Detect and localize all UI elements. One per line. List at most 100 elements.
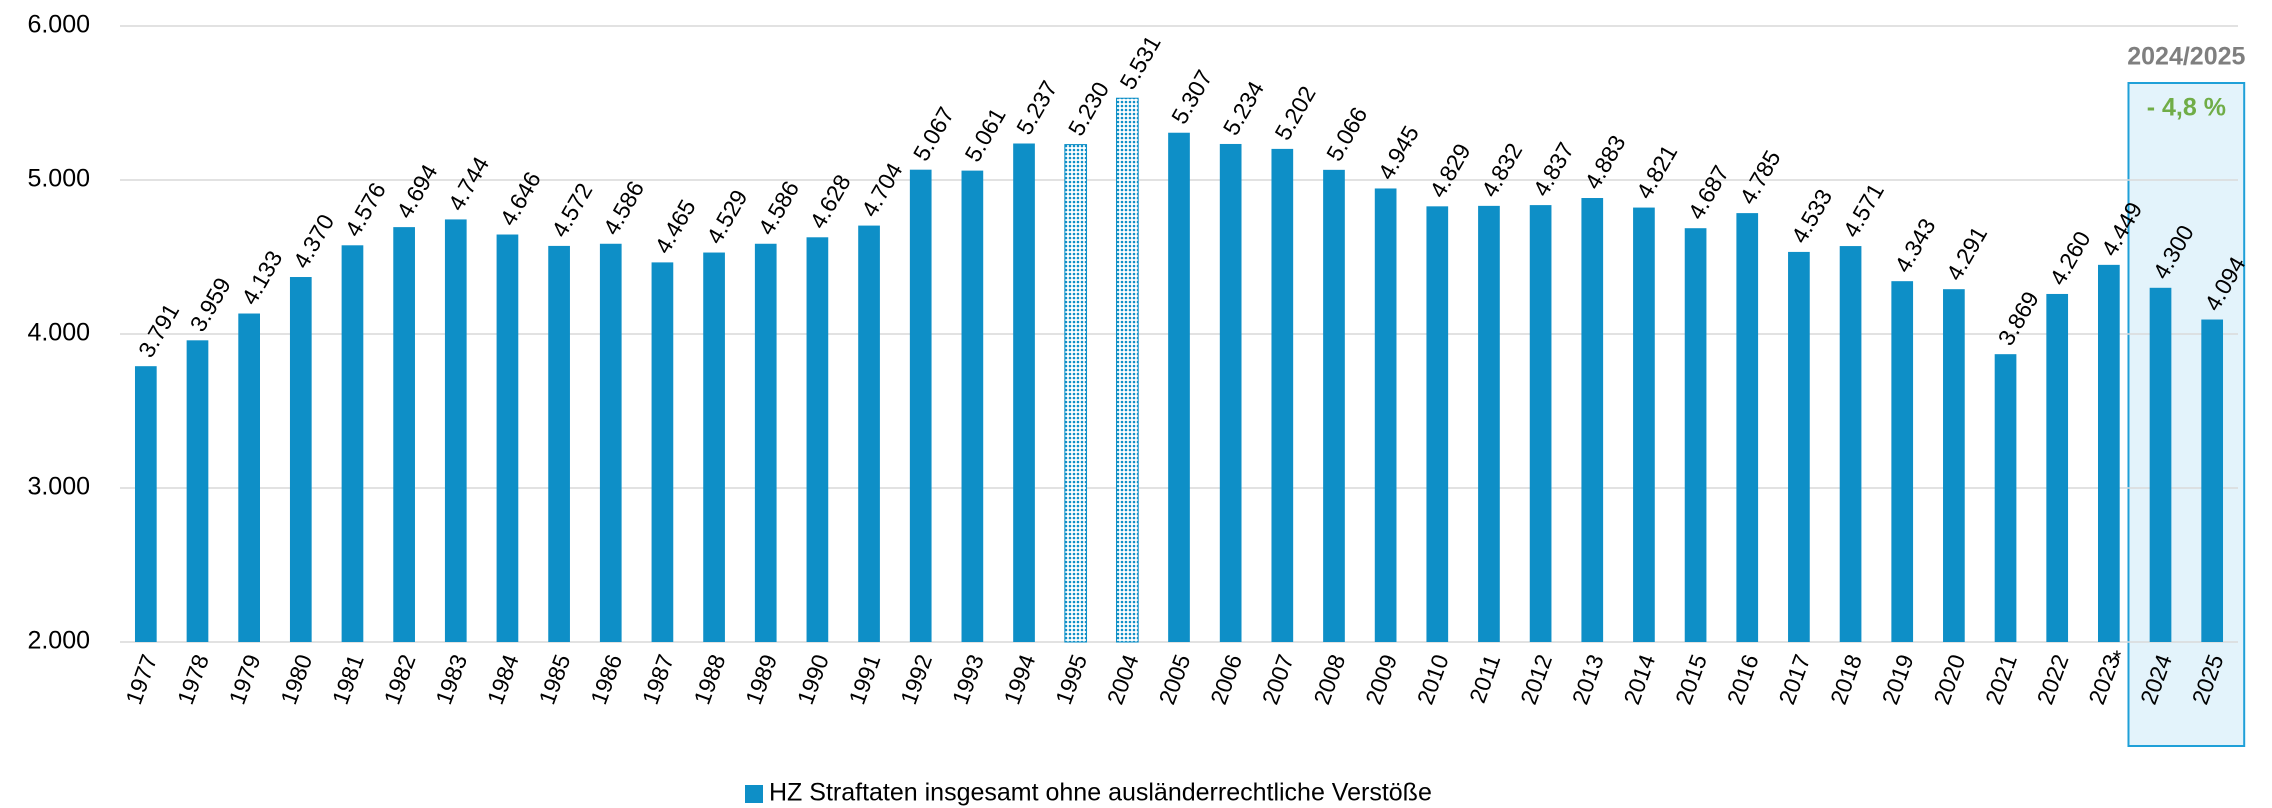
data-label: 4.687 — [1683, 161, 1734, 224]
y-tick-label: 5.000 — [27, 165, 90, 193]
data-label: 4.571 — [1838, 179, 1889, 242]
bar — [1633, 207, 1655, 643]
data-label: 5.237 — [1011, 76, 1062, 139]
highlight-change: - 4,8 % — [2147, 94, 2226, 122]
x-tick-label: 2021 — [1980, 651, 2022, 708]
bar — [1013, 143, 1035, 642]
x-tick-label: 2022 — [2032, 651, 2074, 708]
data-label: 4.883 — [1579, 131, 1630, 194]
data-label: 3.791 — [133, 299, 184, 362]
footnote-mark: * — [2113, 646, 2122, 671]
data-label: 4.785 — [1734, 146, 1785, 209]
y-tick-label: 2.000 — [27, 627, 90, 655]
x-tick-label: 1978 — [172, 651, 214, 708]
data-label: 4.945 — [1373, 121, 1424, 184]
y-tick-label: 6.000 — [27, 11, 90, 39]
data-label: 5.234 — [1218, 76, 1269, 139]
x-tick-label: 2013 — [1567, 651, 1609, 708]
x-tick-label: 1991 — [844, 651, 886, 708]
bar — [703, 252, 725, 642]
data-label: 5.202 — [1269, 82, 1320, 145]
bar — [599, 243, 622, 643]
x-tick-label: 1983 — [430, 651, 472, 708]
bar — [2046, 293, 2069, 642]
bar — [1323, 169, 1345, 642]
data-label: 4.576 — [340, 178, 391, 241]
x-tick-label: 2007 — [1257, 651, 1299, 708]
x-tick-label: 2009 — [1360, 651, 1402, 708]
x-tick-label: 2012 — [1515, 651, 1557, 708]
x-tick-label: 2010 — [1412, 651, 1454, 708]
bar — [1581, 198, 1604, 642]
bar — [2098, 264, 2120, 642]
x-tick-label: 1979 — [224, 651, 266, 708]
data-label: 4.291 — [1941, 222, 1992, 285]
y-tick-label: 3.000 — [27, 473, 90, 501]
bar — [961, 170, 984, 642]
bar — [858, 225, 880, 643]
bar — [1426, 206, 1449, 643]
x-tick-label: 2004 — [1102, 651, 1144, 708]
x-tick-label: 1987 — [637, 651, 679, 708]
x-tick-label: 1988 — [689, 651, 731, 708]
bar — [496, 234, 519, 643]
x-tick-label: 2019 — [1877, 651, 1919, 708]
bar — [1478, 205, 1500, 642]
bar — [1374, 188, 1397, 642]
x-tick-label: 1985 — [534, 651, 576, 708]
bar — [1219, 143, 1242, 643]
data-label: 4.832 — [1476, 139, 1527, 202]
bar — [1529, 205, 1552, 643]
x-tick-label: 1993 — [947, 651, 989, 708]
data-label: 4.837 — [1528, 138, 1579, 201]
x-tick-label: 1984 — [482, 651, 524, 708]
bar — [1943, 289, 1965, 642]
data-label: 4.646 — [495, 167, 546, 230]
data-label: 3.869 — [1993, 287, 2044, 350]
bar — [2201, 319, 2224, 642]
bar — [1684, 228, 1707, 642]
x-tick-label: 1995 — [1050, 651, 1092, 708]
bar — [1168, 132, 1190, 643]
x-tick-label: 2014 — [1618, 651, 1660, 708]
x-tick-label: 1992 — [895, 651, 937, 708]
bar — [1891, 281, 1914, 642]
x-tick-label: 2018 — [1825, 651, 1867, 708]
bar — [341, 245, 364, 642]
x-tick-label: 1989 — [740, 651, 782, 708]
bar — [806, 237, 829, 642]
bar — [2149, 287, 2172, 642]
data-label: 5.230 — [1063, 77, 1114, 140]
data-label: 4.533 — [1786, 185, 1837, 248]
data-label: 4.370 — [288, 210, 339, 273]
x-tick-label: 2011 — [1464, 651, 1505, 706]
data-label: 5.066 — [1321, 103, 1372, 166]
legend-swatch — [745, 785, 763, 803]
data-label: 4.744 — [443, 152, 494, 215]
data-label: 5.067 — [908, 102, 959, 165]
legend-label: HZ Straftaten insgesamt ohne ausländerre… — [769, 779, 1432, 807]
x-tick-label: 2008 — [1308, 651, 1350, 708]
x-tick-label: 1986 — [585, 651, 627, 708]
bar — [134, 366, 157, 642]
data-label: 4.694 — [391, 160, 442, 223]
highlight-title: 2024/2025 — [2127, 43, 2245, 71]
x-tick-label: 1990 — [792, 651, 834, 708]
data-label: 4.586 — [598, 176, 649, 239]
bar — [1994, 354, 2017, 642]
bar — [1736, 213, 1759, 643]
data-label: 4.586 — [753, 176, 804, 239]
bar — [1064, 144, 1088, 643]
data-label: 5.531 — [1114, 31, 1165, 94]
bar — [1271, 148, 1294, 642]
data-label: 4.260 — [2044, 227, 2095, 290]
data-label: 4.821 — [1631, 140, 1682, 203]
data-label: 4.465 — [649, 195, 700, 258]
data-label: 4.343 — [1889, 214, 1940, 277]
x-tick-label: 1982 — [379, 651, 421, 708]
x-tick-label: 2006 — [1205, 651, 1247, 708]
x-tick-label: 1980 — [275, 651, 317, 708]
data-label: 4.704 — [856, 158, 907, 221]
x-tick-label: 1994 — [999, 651, 1041, 708]
